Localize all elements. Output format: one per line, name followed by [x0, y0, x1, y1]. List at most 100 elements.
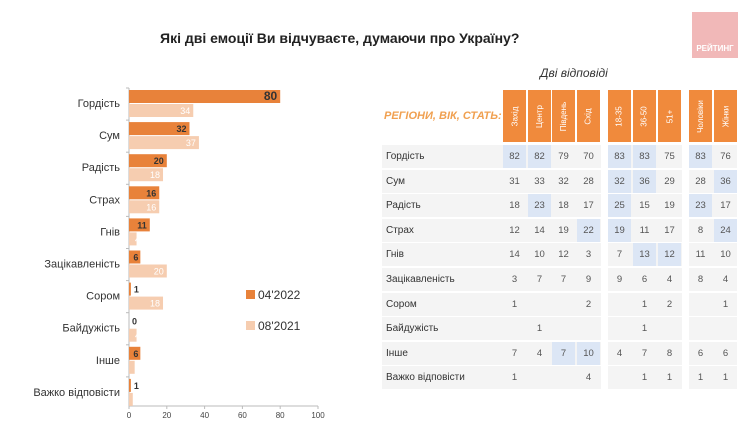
column-gap — [682, 317, 689, 341]
column-header: Південь — [552, 90, 575, 142]
table-cell — [714, 317, 737, 341]
bar-2022 — [129, 90, 281, 103]
table-cell: 19 — [658, 194, 681, 218]
table-cell: 4 — [608, 341, 631, 365]
table-cell: 8 — [689, 218, 712, 242]
bar-2022 — [129, 218, 150, 232]
bar-2021 — [129, 200, 160, 214]
bar-2021 — [129, 392, 133, 406]
x-tick-label: 100 — [311, 411, 325, 420]
x-tick-label: 80 — [276, 411, 285, 420]
table-cell: 13 — [633, 243, 656, 267]
table-cell: 14 — [528, 218, 551, 242]
column-gap — [601, 268, 608, 291]
data-label: 20 — [154, 267, 164, 277]
table-cell — [528, 366, 551, 390]
table-cell — [552, 366, 575, 390]
bar-2021 — [129, 136, 199, 150]
table-cell — [689, 292, 712, 316]
table-cell: 6 — [714, 341, 737, 365]
data-label: 32 — [176, 124, 186, 134]
column-gap — [682, 243, 689, 267]
data-label: 4 — [135, 331, 140, 341]
table-cell: 1 — [503, 292, 526, 316]
table-cell: 83 — [689, 145, 712, 168]
category-label: Сором — [86, 291, 120, 303]
table-cell: 4 — [714, 268, 737, 291]
data-label: 37 — [186, 138, 196, 148]
data-label: 80 — [264, 89, 278, 103]
table-cell — [689, 317, 712, 341]
table-cell: 2 — [658, 292, 681, 316]
table-cell: 1 — [503, 366, 526, 390]
table-cell: 8 — [658, 341, 681, 365]
table-cell: 25 — [608, 194, 631, 218]
bar-2022 — [129, 346, 141, 360]
table-cell: 8 — [689, 268, 712, 291]
table-cell: 83 — [633, 145, 656, 168]
legend-swatch — [246, 290, 255, 299]
column-gap — [601, 243, 608, 267]
table-cell: 15 — [633, 194, 656, 218]
table-cell: 79 — [552, 145, 575, 168]
x-tick-label: 40 — [200, 411, 209, 420]
table-cell: 12 — [503, 218, 526, 242]
table-cell: 10 — [714, 243, 737, 267]
row-label: Байдужість — [386, 323, 439, 335]
column-header-label: 51+ — [664, 109, 674, 123]
column-header: 18-35 — [608, 90, 631, 142]
table-cell: 82 — [503, 145, 526, 168]
table-cell: 29 — [658, 169, 681, 193]
table-cell: 23 — [528, 194, 551, 218]
table-cell: 28 — [577, 169, 600, 193]
bar-2021 — [129, 264, 167, 278]
table-cell: 4 — [528, 341, 551, 365]
bar-2022 — [129, 378, 131, 392]
table-cell: 7 — [608, 243, 631, 267]
table-cell: 83 — [608, 145, 631, 168]
bar-2022 — [129, 154, 167, 168]
page-title: Які дві емоції Ви відчуваєте, думаючи пр… — [160, 30, 520, 46]
data-label: 0 — [132, 317, 137, 327]
table-cell: 1 — [633, 366, 656, 390]
data-label: 11 — [137, 220, 147, 230]
table-cell — [608, 317, 631, 341]
column-gap — [601, 218, 608, 242]
table-cell — [608, 366, 631, 390]
table-cell: 17 — [658, 218, 681, 242]
column-header: Центр — [528, 90, 551, 142]
column-header: Жінки — [714, 90, 737, 142]
bar-chart: 0 20 40 60 80 100Гордість8034Сум3237Радість20… — [33, 87, 325, 420]
table-cell: 17 — [577, 194, 600, 218]
table-cell: 76 — [714, 145, 737, 168]
data-label: 18 — [150, 299, 160, 309]
table-cell: 1 — [658, 366, 681, 390]
category-label: Зацікавленість — [44, 259, 120, 271]
data-label: 20 — [154, 156, 164, 166]
table-cell: 22 — [577, 218, 600, 242]
table-cell: 18 — [552, 194, 575, 218]
table-cell: 6 — [689, 341, 712, 365]
column-header-label: Чоловіки — [696, 99, 705, 133]
table-cell: 6 — [633, 268, 656, 291]
table-cell: 9 — [608, 268, 631, 291]
column-header-label: Жінки — [721, 105, 730, 127]
table-cell: 7 — [552, 341, 575, 365]
column-gap — [682, 292, 689, 316]
column-header: 51+ — [658, 90, 681, 142]
table-cell: 3 — [503, 268, 526, 291]
table-cell: 1 — [528, 317, 551, 341]
category-label: Сум — [99, 130, 120, 142]
column-gap — [601, 194, 608, 218]
row-label: Радість — [386, 200, 421, 212]
bar-2021 — [129, 104, 194, 117]
data-label: 16 — [146, 188, 156, 198]
bar-2022 — [129, 122, 190, 136]
table-cell — [552, 317, 575, 341]
data-label: 18 — [150, 170, 160, 180]
row-label: Страх — [386, 224, 414, 236]
data-label: 3 — [135, 363, 140, 373]
table-cell: 1 — [689, 366, 712, 390]
legend-label: 04'2022 — [258, 288, 301, 302]
column-gap — [601, 145, 608, 168]
